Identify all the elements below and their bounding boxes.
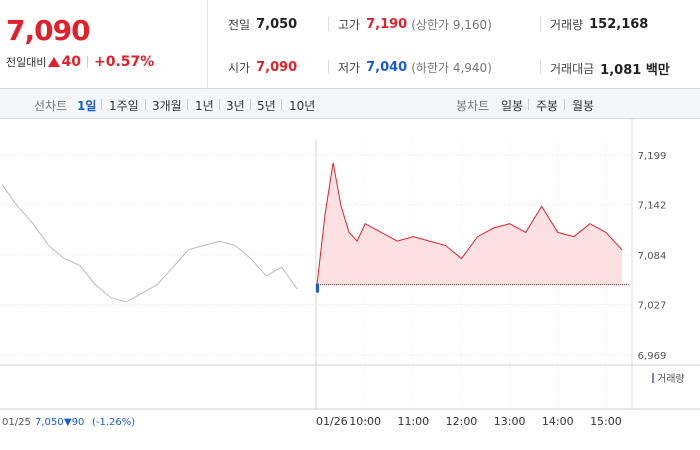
volume-stat: 거래량 152,168 [550, 16, 648, 33]
x-tick-label: 14:00 [542, 415, 574, 428]
lower-limit: (하한가 4,940) [411, 61, 492, 75]
tab-daily-candle[interactable]: 일봉 [501, 99, 524, 113]
y-tick-label: 7,199 [638, 151, 667, 162]
y-axis: 7,199 7,142 7,084 7,027 6,969 [638, 151, 667, 362]
high-stat: 고가 7,190 (상한가 9,160) [338, 16, 492, 33]
series-line-01-25 [1, 184, 298, 303]
volume-value: 152,168 [589, 17, 649, 32]
day-label: 01/26 [316, 415, 348, 428]
tab-1-day[interactable]: 1일 [77, 99, 97, 113]
prev-day-change: ▼90 [64, 417, 84, 428]
amount-stat: 거래대금 1,081 백만 [550, 59, 670, 78]
prev-day-series [1, 184, 298, 303]
y-tick-label: 7,142 [638, 201, 667, 212]
prev-close-label: 전일 [228, 18, 251, 32]
x-tick-label: 11:00 [397, 415, 429, 428]
candle-chart-label: 봉차트 [456, 99, 490, 113]
divider [540, 60, 541, 74]
change-rate: +0.57% [93, 54, 155, 70]
volume-panel: 거래량 [652, 373, 685, 385]
high-value: 7,190 [366, 17, 408, 32]
series-area-01-26 [317, 162, 622, 285]
divider [564, 99, 565, 110]
tab-10-years[interactable]: 10년 [289, 99, 316, 113]
divider [528, 99, 529, 110]
change-row: 전일대비 40 +0.57% [6, 53, 154, 71]
volume-label: 거래량 [550, 18, 584, 32]
divider [86, 56, 88, 68]
divider [540, 17, 541, 31]
y-tick-label: 6,969 [638, 351, 667, 362]
divider [219, 99, 220, 110]
change-value: 40 [61, 54, 81, 70]
x-tick-label: 12:00 [446, 415, 478, 428]
price-box: 7,090 전일대비 40 +0.57% [0, 0, 208, 89]
y-tick-label: 7,027 [638, 301, 667, 312]
amount-label: 거래대금 [550, 62, 595, 76]
divider [281, 99, 282, 110]
divider [328, 60, 329, 74]
divider [187, 99, 188, 110]
low-stat: 저가 7,040 (하한가 4,940) [338, 59, 492, 76]
x-axis: 01/26 10:00 11:00 12:00 13:00 14:00 15:00 01/25… [2, 415, 622, 428]
tab-weekly-candle[interactable]: 주봉 [536, 99, 559, 113]
open-value: 7,090 [256, 60, 298, 75]
y-tick-label: 7,084 [638, 251, 667, 262]
high-label: 고가 [338, 18, 361, 32]
open-stat: 시가 7,090 [228, 59, 297, 76]
prev-close-value: 7,050 [256, 17, 298, 32]
divider [250, 99, 251, 110]
prev-day-rate: (-1.26%) [92, 417, 135, 428]
divider [145, 99, 146, 110]
line-chart-label: 선차트 [34, 99, 68, 113]
tab-3-months[interactable]: 3개월 [152, 99, 182, 113]
up-arrow-icon [48, 57, 61, 67]
low-value: 7,040 [366, 60, 408, 75]
today-series [316, 162, 630, 293]
price-chart: 7,199 7,142 7,084 7,027 6,969 거래량 01/26 10:00… [0, 119, 700, 428]
prev-close-stat: 전일 7,050 [228, 16, 297, 33]
chart-tab-bar: 선차트 1일 1주일 3개월 1년 3년 5년 10년 봉차트 일봉 주봉 월봉 [0, 89, 700, 119]
quote-panel: 7,090 전일대비 40 +0.57% 전일 7,050 고가 7,190 (… [0, 0, 700, 89]
tab-5-years[interactable]: 5년 [257, 99, 276, 113]
change-label: 전일대비 [6, 56, 47, 69]
open-label: 시가 [228, 61, 251, 75]
prev-day-close: 7,050 [35, 417, 64, 428]
current-price: 7,090 [6, 14, 91, 47]
open-marker [316, 283, 319, 293]
divider [328, 17, 329, 31]
low-label: 저가 [338, 61, 361, 75]
tab-1-week[interactable]: 1주일 [109, 99, 139, 113]
prev-day-label: 01/25 [2, 417, 31, 428]
tab-monthly-candle[interactable]: 월봉 [572, 99, 595, 113]
tab-1-year[interactable]: 1년 [195, 99, 214, 113]
x-tick-label: 15:00 [590, 415, 622, 428]
upper-limit: (상한가 9,160) [411, 18, 492, 32]
x-tick-label: 10:00 [349, 415, 381, 428]
chart-grid [0, 119, 700, 410]
x-tick-label: 13:00 [494, 415, 526, 428]
series-line-01-26 [316, 162, 623, 285]
amount-value: 1,081 백만 [600, 63, 670, 78]
volume-legend-label: 거래량 [657, 373, 685, 385]
volume-legend-swatch [652, 373, 654, 383]
tab-3-years[interactable]: 3년 [226, 99, 245, 113]
divider [101, 99, 102, 110]
